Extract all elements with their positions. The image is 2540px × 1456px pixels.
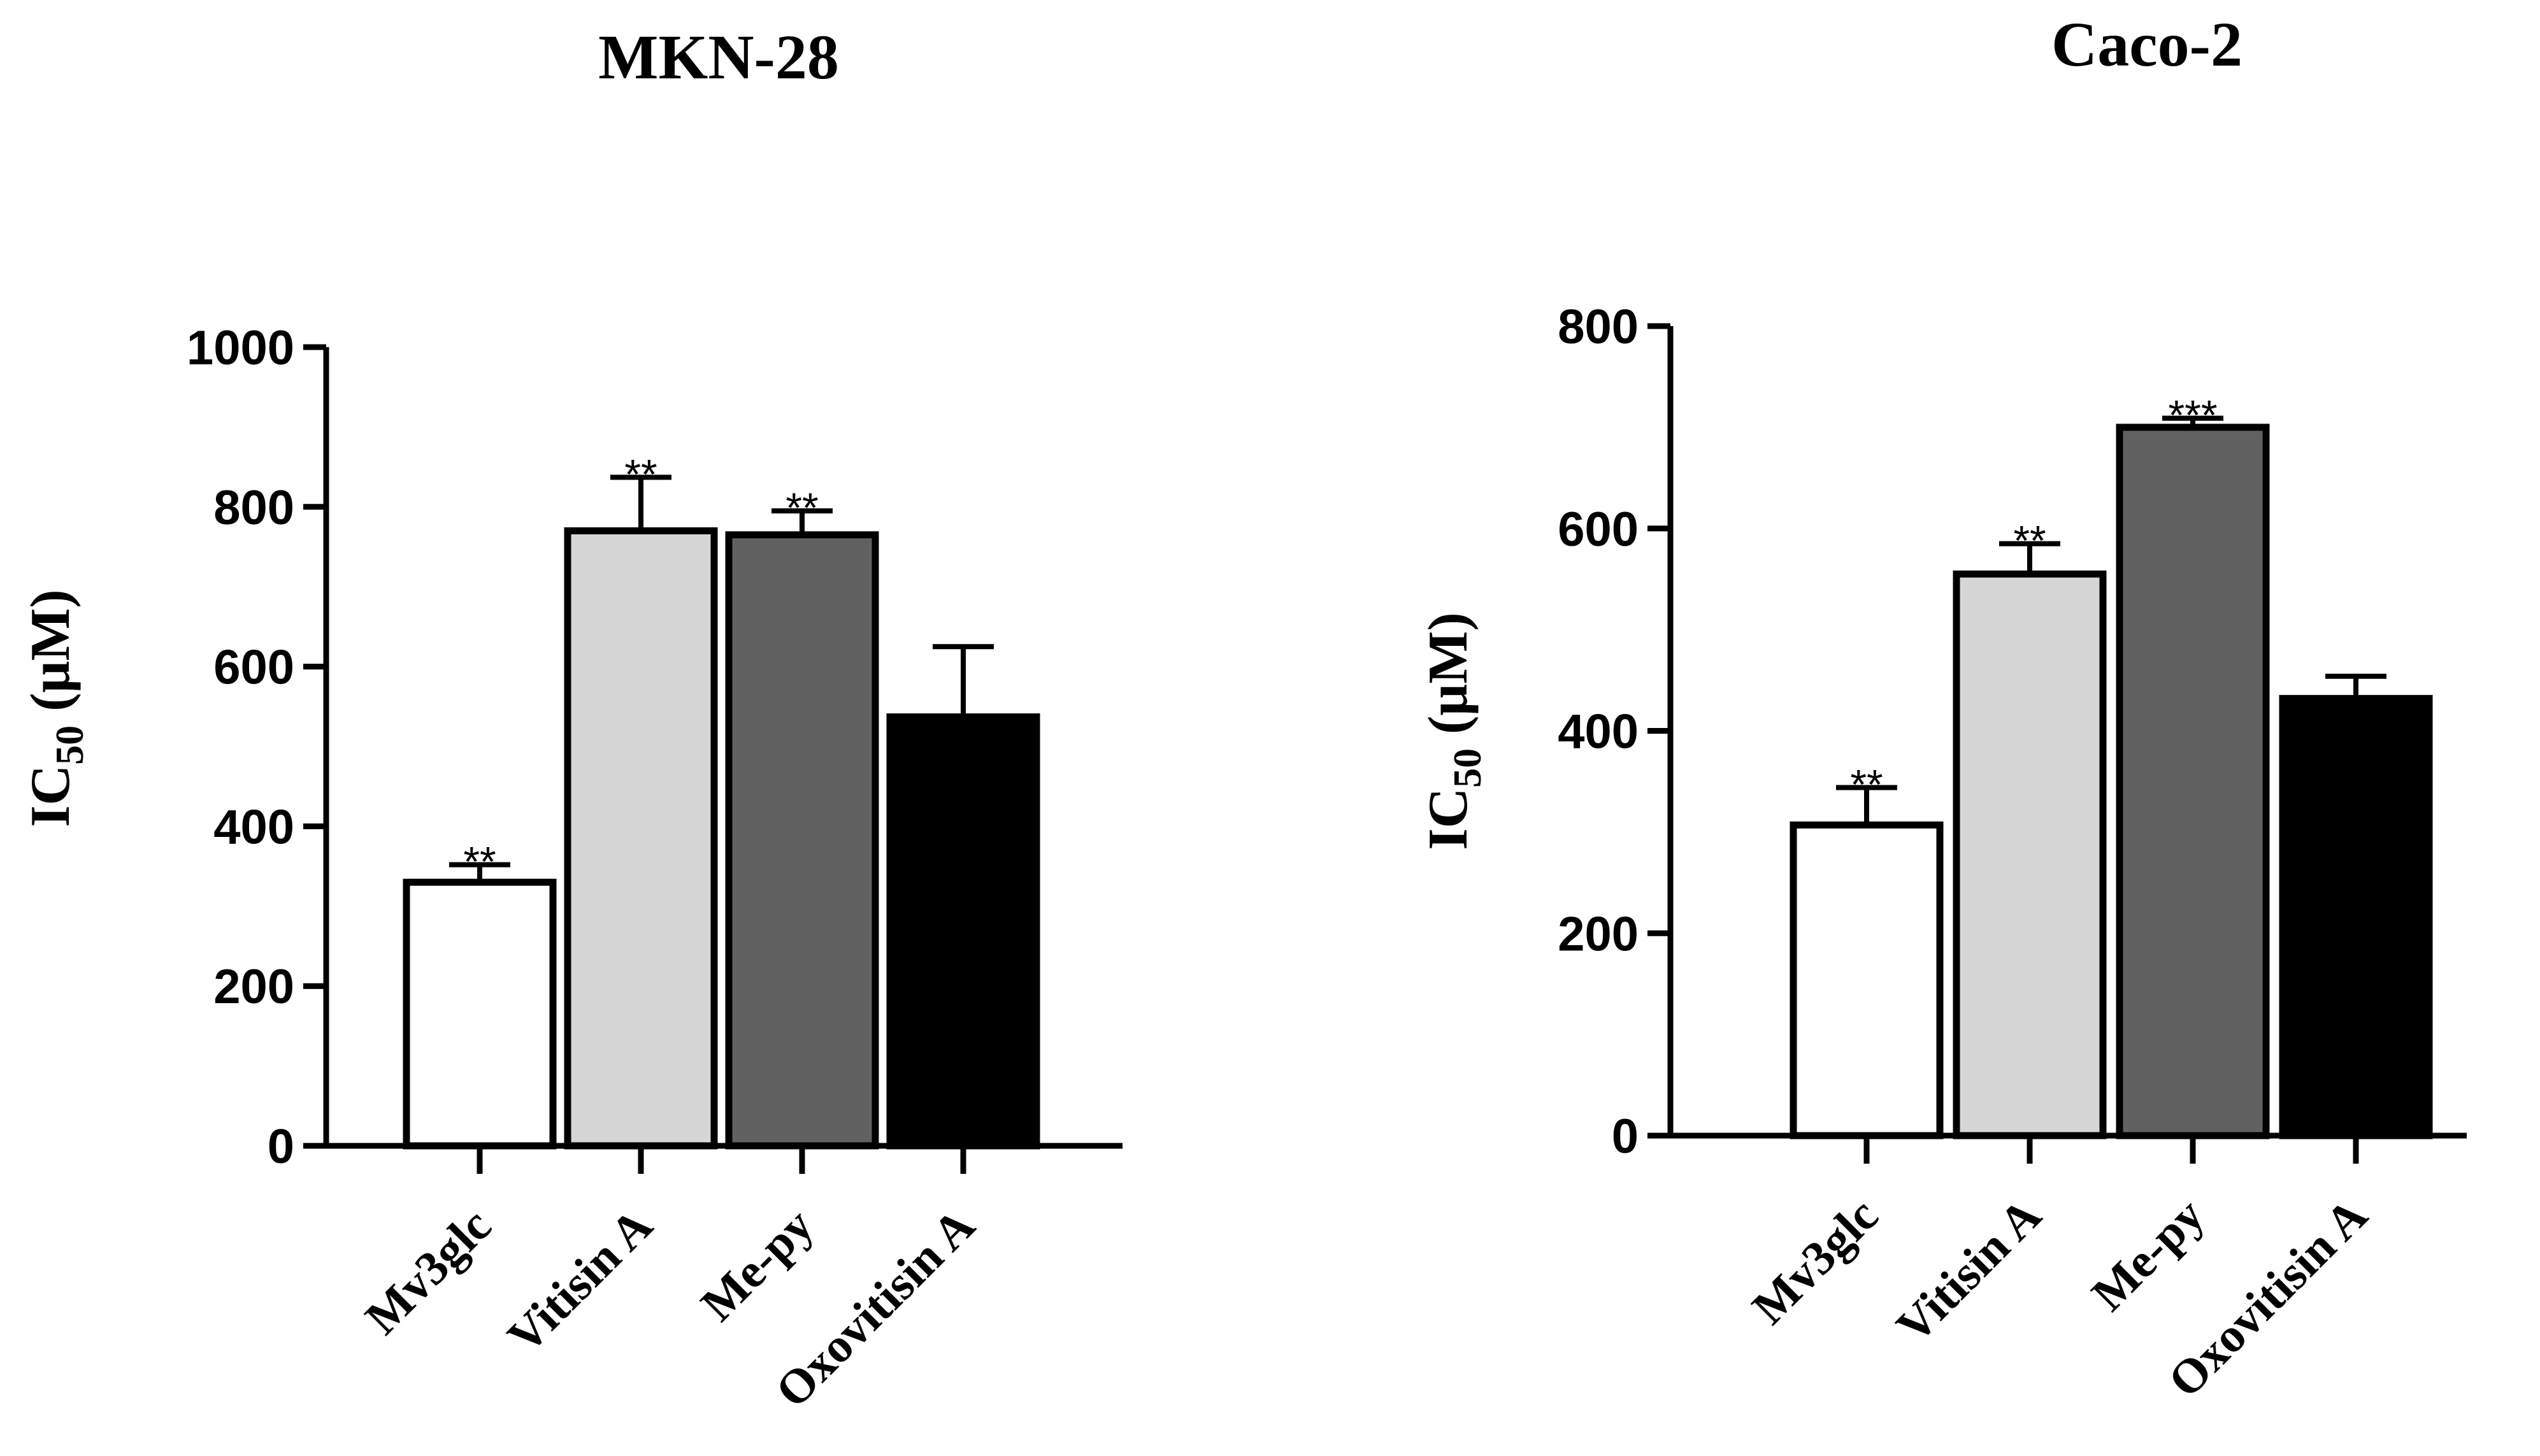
error-bars bbox=[1836, 415, 2386, 825]
bar-mv3glc bbox=[1790, 821, 1944, 1139]
y-tick-label: 600 bbox=[213, 641, 294, 695]
y-axis-label: IC50 (μM) bbox=[1417, 612, 1489, 850]
bar-me-py bbox=[2116, 424, 2270, 1139]
y-axis-label-main: IC bbox=[1417, 788, 1479, 850]
y-axis-label-subscript: 50 bbox=[48, 725, 92, 765]
bar-vitisin-a bbox=[1953, 570, 2107, 1139]
bars bbox=[403, 527, 1040, 1150]
y-axis-label-subscript: 50 bbox=[1446, 748, 1489, 788]
y-ticks: 0 200 400 600 800 1000 bbox=[187, 321, 326, 1174]
bar-oxovitisin-a bbox=[886, 713, 1040, 1150]
chart-title: Caco-2 bbox=[2051, 9, 2242, 80]
y-tick-label: 600 bbox=[1558, 503, 1639, 557]
y-axis-label-unit: (μM) bbox=[20, 589, 82, 725]
significance-label-me-py: ** bbox=[786, 484, 818, 531]
y-tick-label: 1000 bbox=[187, 321, 294, 375]
significance-label-me-py: *** bbox=[2168, 392, 2217, 439]
chart-mkn-28: MKN-28 IC50 (μM) ** ** ** 0 200 400 600 800 100… bbox=[20, 22, 1123, 1418]
x-tick-label-vitisin-a: Vitisin A bbox=[498, 1199, 663, 1364]
y-axis-label-unit: (μM) bbox=[1417, 612, 1479, 748]
y-tick-label: 0 bbox=[1612, 1110, 1639, 1164]
significance-labels: ******* bbox=[1850, 392, 2217, 808]
y-axis-label: IC50 (μM) bbox=[20, 589, 92, 827]
chart-title: MKN-28 bbox=[598, 22, 839, 92]
y-tick-label: 800 bbox=[213, 481, 294, 535]
x-tick-label-me-py: Me-py bbox=[691, 1199, 824, 1332]
bar-oxovitisin-a bbox=[2279, 695, 2433, 1139]
y-tick-label: 0 bbox=[268, 1120, 294, 1174]
significance-labels: ** ** ** bbox=[463, 450, 818, 885]
x-tick-label-me-py: Me-py bbox=[2081, 1188, 2214, 1322]
y-tick-label: 400 bbox=[213, 800, 294, 854]
x-tick-label-mv3glc: Mv3glc bbox=[1742, 1188, 1888, 1335]
y-axis-label-main: IC bbox=[20, 765, 82, 827]
significance-label-mv3glc: ** bbox=[463, 838, 496, 885]
y-tick-label: 800 bbox=[1558, 300, 1639, 354]
x-tick-label-vitisin-a: Vitisin A bbox=[1886, 1188, 2051, 1353]
y-tick-label: 200 bbox=[213, 960, 294, 1014]
bar-vitisin-a bbox=[564, 527, 718, 1150]
y-tick-label: 400 bbox=[1558, 705, 1639, 759]
significance-label-vitisin-a: ** bbox=[624, 450, 657, 497]
error-bars bbox=[449, 475, 994, 883]
significance-label-vitisin-a: ** bbox=[2013, 517, 2046, 564]
bars bbox=[1790, 424, 2433, 1139]
y-tick-label: 200 bbox=[1558, 907, 1639, 961]
y-ticks: 0 200 400 600 800 bbox=[1558, 300, 1670, 1164]
bar-mv3glc bbox=[403, 878, 557, 1150]
significance-label-mv3glc: ** bbox=[1850, 760, 1883, 808]
bar-me-py bbox=[725, 531, 879, 1150]
x-tick-label-mv3glc: Mv3glc bbox=[355, 1199, 501, 1345]
